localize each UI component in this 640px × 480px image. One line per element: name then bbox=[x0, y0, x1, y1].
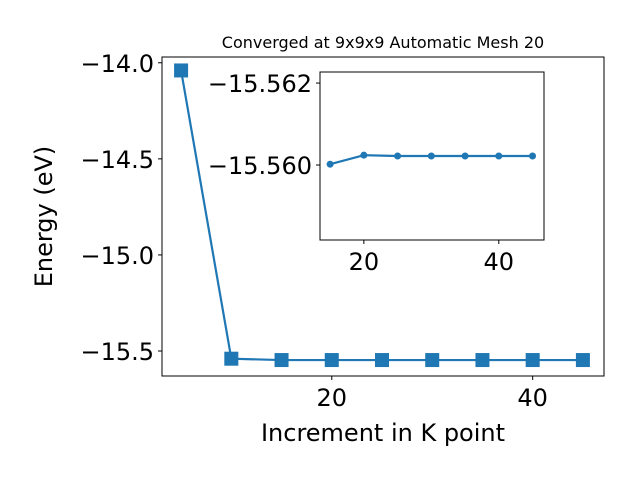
marker bbox=[495, 152, 503, 160]
y-tick-label: −15.0 bbox=[80, 242, 154, 270]
marker bbox=[326, 160, 334, 168]
y-tick-label: −14.5 bbox=[80, 146, 154, 174]
marker bbox=[575, 353, 590, 368]
marker bbox=[374, 353, 389, 368]
x-tick-label: 20 bbox=[349, 248, 380, 276]
y-tick-label: −15.5 bbox=[80, 338, 154, 366]
marker bbox=[274, 353, 289, 368]
y-tick-label: −15.560 bbox=[208, 152, 312, 180]
marker bbox=[324, 353, 339, 368]
marker bbox=[224, 351, 239, 366]
marker bbox=[425, 353, 440, 368]
x-tick-label: 40 bbox=[484, 248, 515, 276]
y-tick-label: −14.0 bbox=[80, 50, 154, 78]
marker bbox=[174, 63, 189, 78]
x-tick-label: 40 bbox=[517, 384, 548, 412]
marker bbox=[461, 152, 469, 160]
marker bbox=[360, 151, 368, 159]
marker bbox=[427, 152, 435, 160]
chart-title: Converged at 9x9x9 Automatic Mesh 20 bbox=[222, 33, 544, 52]
x-axis-label: Increment in K point bbox=[261, 419, 505, 447]
marker bbox=[529, 152, 537, 160]
marker bbox=[394, 152, 402, 160]
y-tick-label: −15.562 bbox=[208, 70, 312, 98]
marker bbox=[475, 353, 490, 368]
x-tick-label: 20 bbox=[316, 384, 347, 412]
marker bbox=[525, 353, 540, 368]
y-axis-label: Energy (eV) bbox=[30, 146, 58, 288]
